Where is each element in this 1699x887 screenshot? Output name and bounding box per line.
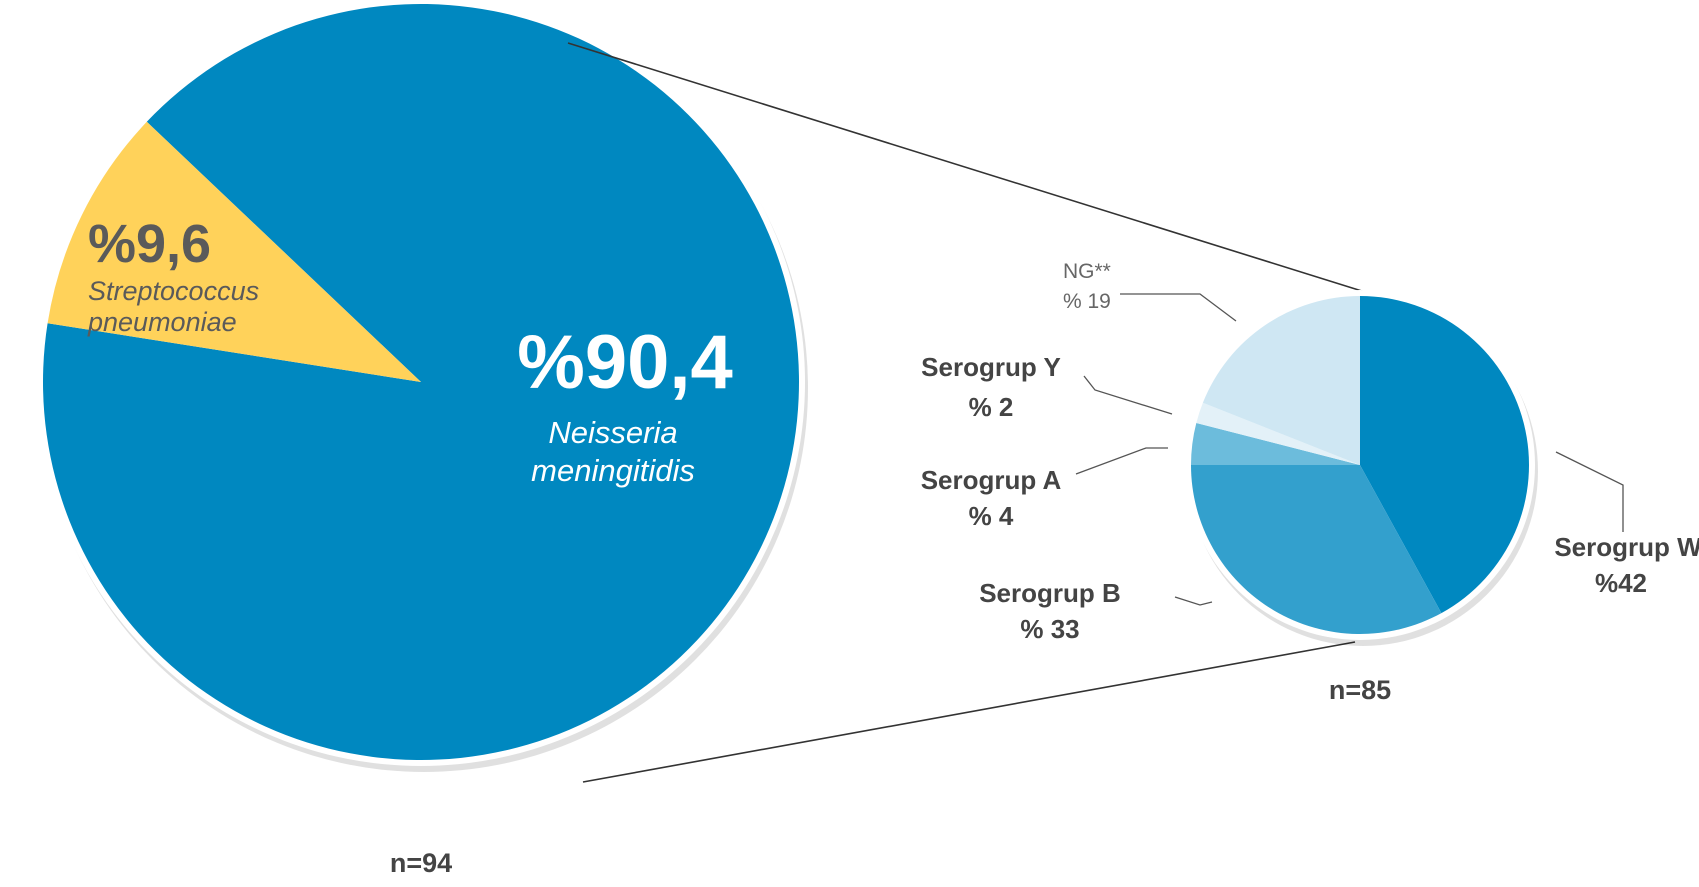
slice-label-a-name: Serogrup A: [921, 465, 1062, 495]
slice-label-meningitidis-percent: %90,4: [517, 320, 733, 405]
slice-label-pneumoniae-name-1: Streptococcus: [88, 276, 259, 306]
slice-label-ng-percent: % 19: [1063, 290, 1111, 313]
slice-label-pneumoniae-percent: %9,6: [88, 214, 211, 274]
slice-label-meningitidis-name-1: Neisseria: [548, 415, 677, 450]
slice-label-w-name: Serogrup W: [1554, 532, 1699, 562]
big-pie-slice-0: [42, 3, 799, 760]
small-pie: [1185, 290, 1538, 646]
big-pie-slice-1: [47, 121, 421, 382]
slice-label-b-name: Serogrup B: [979, 578, 1121, 608]
small-pie-slice-3: [1196, 402, 1360, 465]
slice-label-y-name: Serogrup Y: [921, 352, 1061, 382]
big-pie-sample-size: n=94: [390, 848, 452, 878]
big-pie: [37, 0, 808, 772]
leader-ng: [1120, 293, 1237, 322]
leader-y: [1083, 375, 1173, 415]
slice-label-w-percent: %42: [1595, 568, 1647, 598]
small-pie-slice-1: [1191, 465, 1442, 634]
slice-label-ng-name: NG**: [1063, 260, 1111, 283]
slice-label-y-percent: % 2: [969, 392, 1014, 422]
slice-label-a-percent: % 4: [969, 501, 1014, 531]
small-pie-slice-2: [1191, 422, 1360, 465]
slice-label-b-percent: % 33: [1020, 614, 1079, 644]
slice-label-pneumoniae-name-2: pneumoniae: [87, 307, 237, 337]
zoom-connector-bottom: [582, 641, 1356, 783]
leader-a: [1075, 447, 1168, 475]
small-pie-slice-0: [1360, 296, 1529, 614]
slice-label-meningitidis-name-2: meningitidis: [531, 453, 695, 488]
leader-b: [1174, 596, 1213, 606]
leader-w: [1555, 451, 1624, 532]
small-pie-slice-4: [1202, 296, 1360, 465]
small-pie-sample-size: n=85: [1329, 675, 1391, 705]
zoom-connector-top: [567, 42, 1366, 293]
